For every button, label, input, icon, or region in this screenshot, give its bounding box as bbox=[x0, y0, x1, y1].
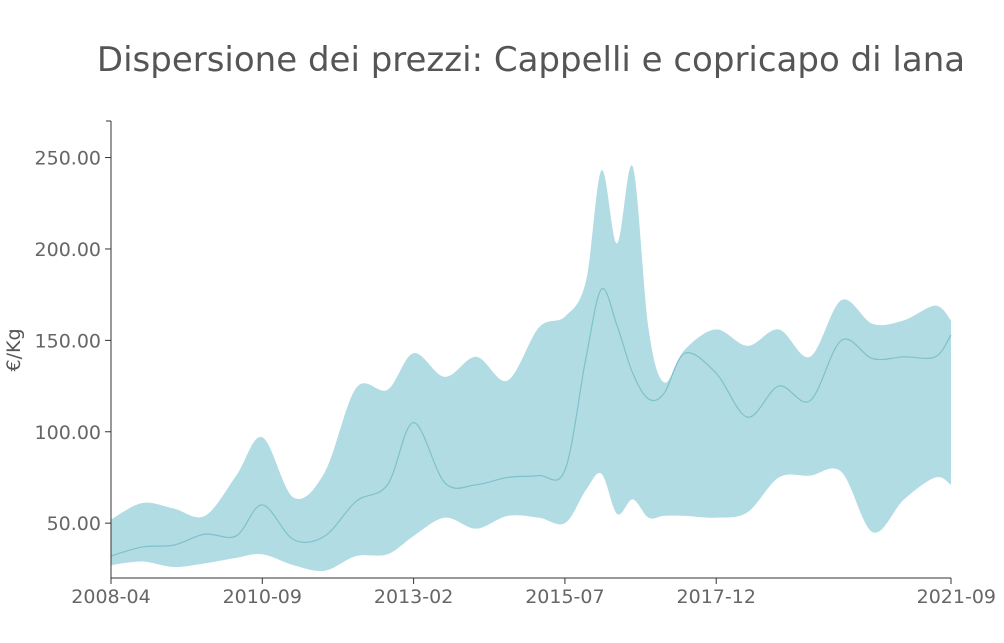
x-tick-label: 2013-02 bbox=[374, 586, 453, 608]
x-tick-label: 2010-09 bbox=[223, 586, 302, 608]
chart-title: Dispersione dei prezzi: Cappelli e copri… bbox=[96, 40, 966, 80]
median-price-line bbox=[110, 287, 952, 557]
x-tick-label: 2017-12 bbox=[677, 586, 756, 608]
y-tick-label: 250.00 bbox=[35, 148, 101, 170]
y-tick-label: 50.00 bbox=[47, 513, 101, 535]
x-tick-label: 2021-09 bbox=[917, 586, 996, 608]
y-axis-label: €/Kg bbox=[3, 328, 25, 371]
ticks: 50.00 100.00 150.00 200.00 250.00 2008-04 2010… bbox=[35, 120, 996, 608]
x-tick-label: 2015-07 bbox=[525, 586, 604, 608]
axes bbox=[110, 121, 951, 579]
y-tick-label: 200.00 bbox=[35, 239, 101, 261]
y-tick-label: 150.00 bbox=[35, 330, 101, 352]
plot-area bbox=[110, 165, 952, 572]
x-tick-label: 2008-04 bbox=[71, 586, 150, 608]
price-range-band bbox=[111, 165, 951, 572]
y-tick-label: 100.00 bbox=[35, 422, 101, 444]
